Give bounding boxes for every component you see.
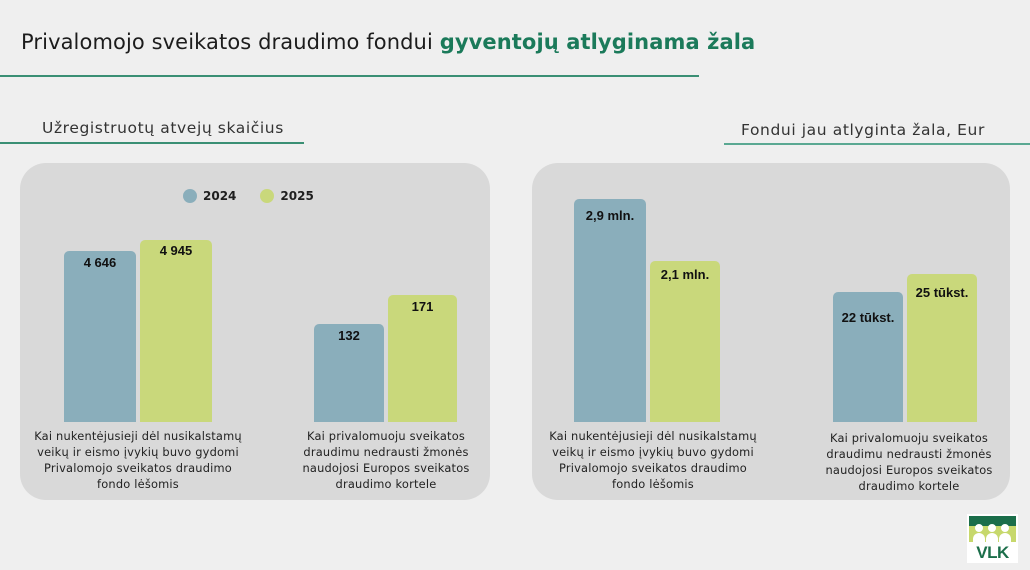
page-title-highlight: gyventojų atlyginama žala [439, 30, 756, 54]
bar-value-label: 171 [411, 299, 434, 314]
logo-person-body-icon [986, 533, 998, 543]
legend-item-2024: 2024 [183, 189, 236, 203]
left-title-divider [0, 142, 304, 144]
logo-person-icon [1001, 524, 1009, 532]
logo-person-icon [988, 524, 996, 532]
logo-text: VLK [976, 543, 1009, 562]
bar-left-g2-2025: 171 [388, 295, 457, 422]
vlk-logo: VLK [967, 514, 1018, 563]
bar-right-g2-2024: 22 tūkst. [833, 292, 903, 422]
bar-right-g1-2025: 2,1 mln. [650, 261, 720, 422]
logo-top-band [969, 516, 1016, 526]
bar-value-label: 132 [338, 328, 360, 343]
bar-right-g2-2025: 25 tūkst. [907, 274, 977, 422]
bar-value-label: 4 945 [159, 243, 193, 258]
right-category-label-1: Kai nukentėjusieji dėl nusikalstamų veik… [549, 429, 757, 491]
left-category-label-1: Kai nukentėjusieji dėl nusikalstamų veik… [34, 429, 242, 491]
bar-left-g1-2025: 4 945 [140, 240, 212, 422]
logo-person-icon [975, 524, 983, 532]
page-title-plain: Privalomojo sveikatos draudimo fondui [21, 30, 440, 54]
legend-label-2024: 2024 [203, 189, 237, 203]
logo-person-body-icon [999, 533, 1011, 543]
chart-legend: 2024 2025 [183, 189, 338, 203]
bar-value-label: 4 646 [83, 255, 117, 270]
bar-value-label: 25 tūkst. [915, 285, 969, 300]
title-divider [0, 75, 699, 77]
legend-dot-2024-icon [183, 189, 197, 203]
left-chart-title: Užregistruotų atvejų skaičius [42, 119, 284, 137]
bar-right-g1-2024: 2,9 mln. [574, 199, 646, 422]
legend-item-2025: 2025 [260, 189, 314, 203]
right-title-divider [724, 143, 1030, 145]
bar-left-g2-2024: 132 [314, 324, 384, 422]
bar-value-label: 22 tūkst. [841, 310, 895, 325]
right-category-label-2: Kai privalomuoju sveikatos draudimu nedr… [825, 431, 993, 493]
right-chart-title: Fondui jau atlyginta žala, Eur [741, 121, 985, 139]
bar-value-label: 2,9 mln. [585, 208, 635, 223]
page-title: Privalomojo sveikatos draudimo fondui gy… [21, 30, 755, 54]
bar-value-label: 2,1 mln. [660, 267, 710, 282]
logo-person-body-icon [973, 533, 985, 543]
legend-dot-2025-icon [260, 189, 275, 203]
bar-left-g1-2024: 4 646 [64, 251, 136, 422]
legend-label-2025: 2025 [280, 189, 314, 203]
left-category-label-2: Kai privalomuoju sveikatos draudimu nedr… [302, 429, 470, 491]
